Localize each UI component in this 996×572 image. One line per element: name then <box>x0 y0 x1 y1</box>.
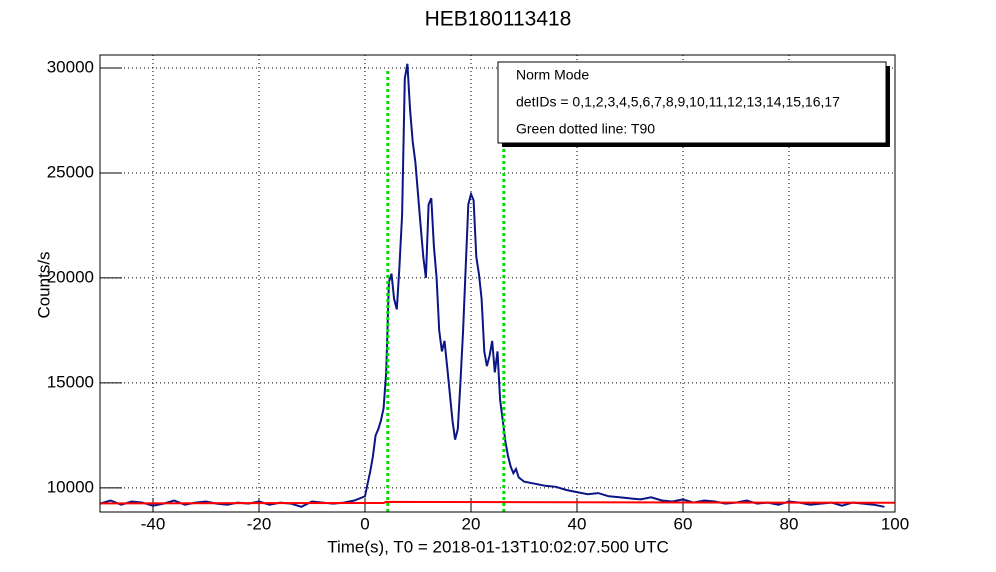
x-tick-label: -40 <box>141 514 166 533</box>
chart-title: HEB180113418 <box>425 8 572 31</box>
y-tick-label: 10000 <box>47 477 94 496</box>
x-tick-label: 20 <box>462 514 481 533</box>
plot-frame <box>99 54 896 513</box>
x-tick-label: 100 <box>881 514 909 533</box>
legend-text: Green dotted line: T90 <box>516 121 655 137</box>
y-axis-title: Counts/s <box>34 251 53 318</box>
y-tick-label: 30000 <box>47 57 94 76</box>
x-tick-label: 0 <box>360 514 369 533</box>
x-tick-label: 80 <box>780 514 799 533</box>
y-tick-label: 15000 <box>47 372 94 391</box>
legend-text: Norm Mode <box>516 67 589 83</box>
data-line <box>99 500 896 505</box>
y-tick-label: 25000 <box>47 162 94 181</box>
x-tick-label: -20 <box>247 514 272 533</box>
legend-box <box>497 61 887 144</box>
legend-text: detIDs = 0,1,2,3,4,5,6,7,8,9,10,11,12,13… <box>516 94 840 110</box>
x-tick-label: 60 <box>674 514 693 533</box>
x-axis-title: Time(s), T0 = 2018-01-13T10:02:07.500 UT… <box>327 537 669 556</box>
y-tick-label: 20000 <box>47 267 94 286</box>
x-tick-label: 40 <box>568 514 587 533</box>
